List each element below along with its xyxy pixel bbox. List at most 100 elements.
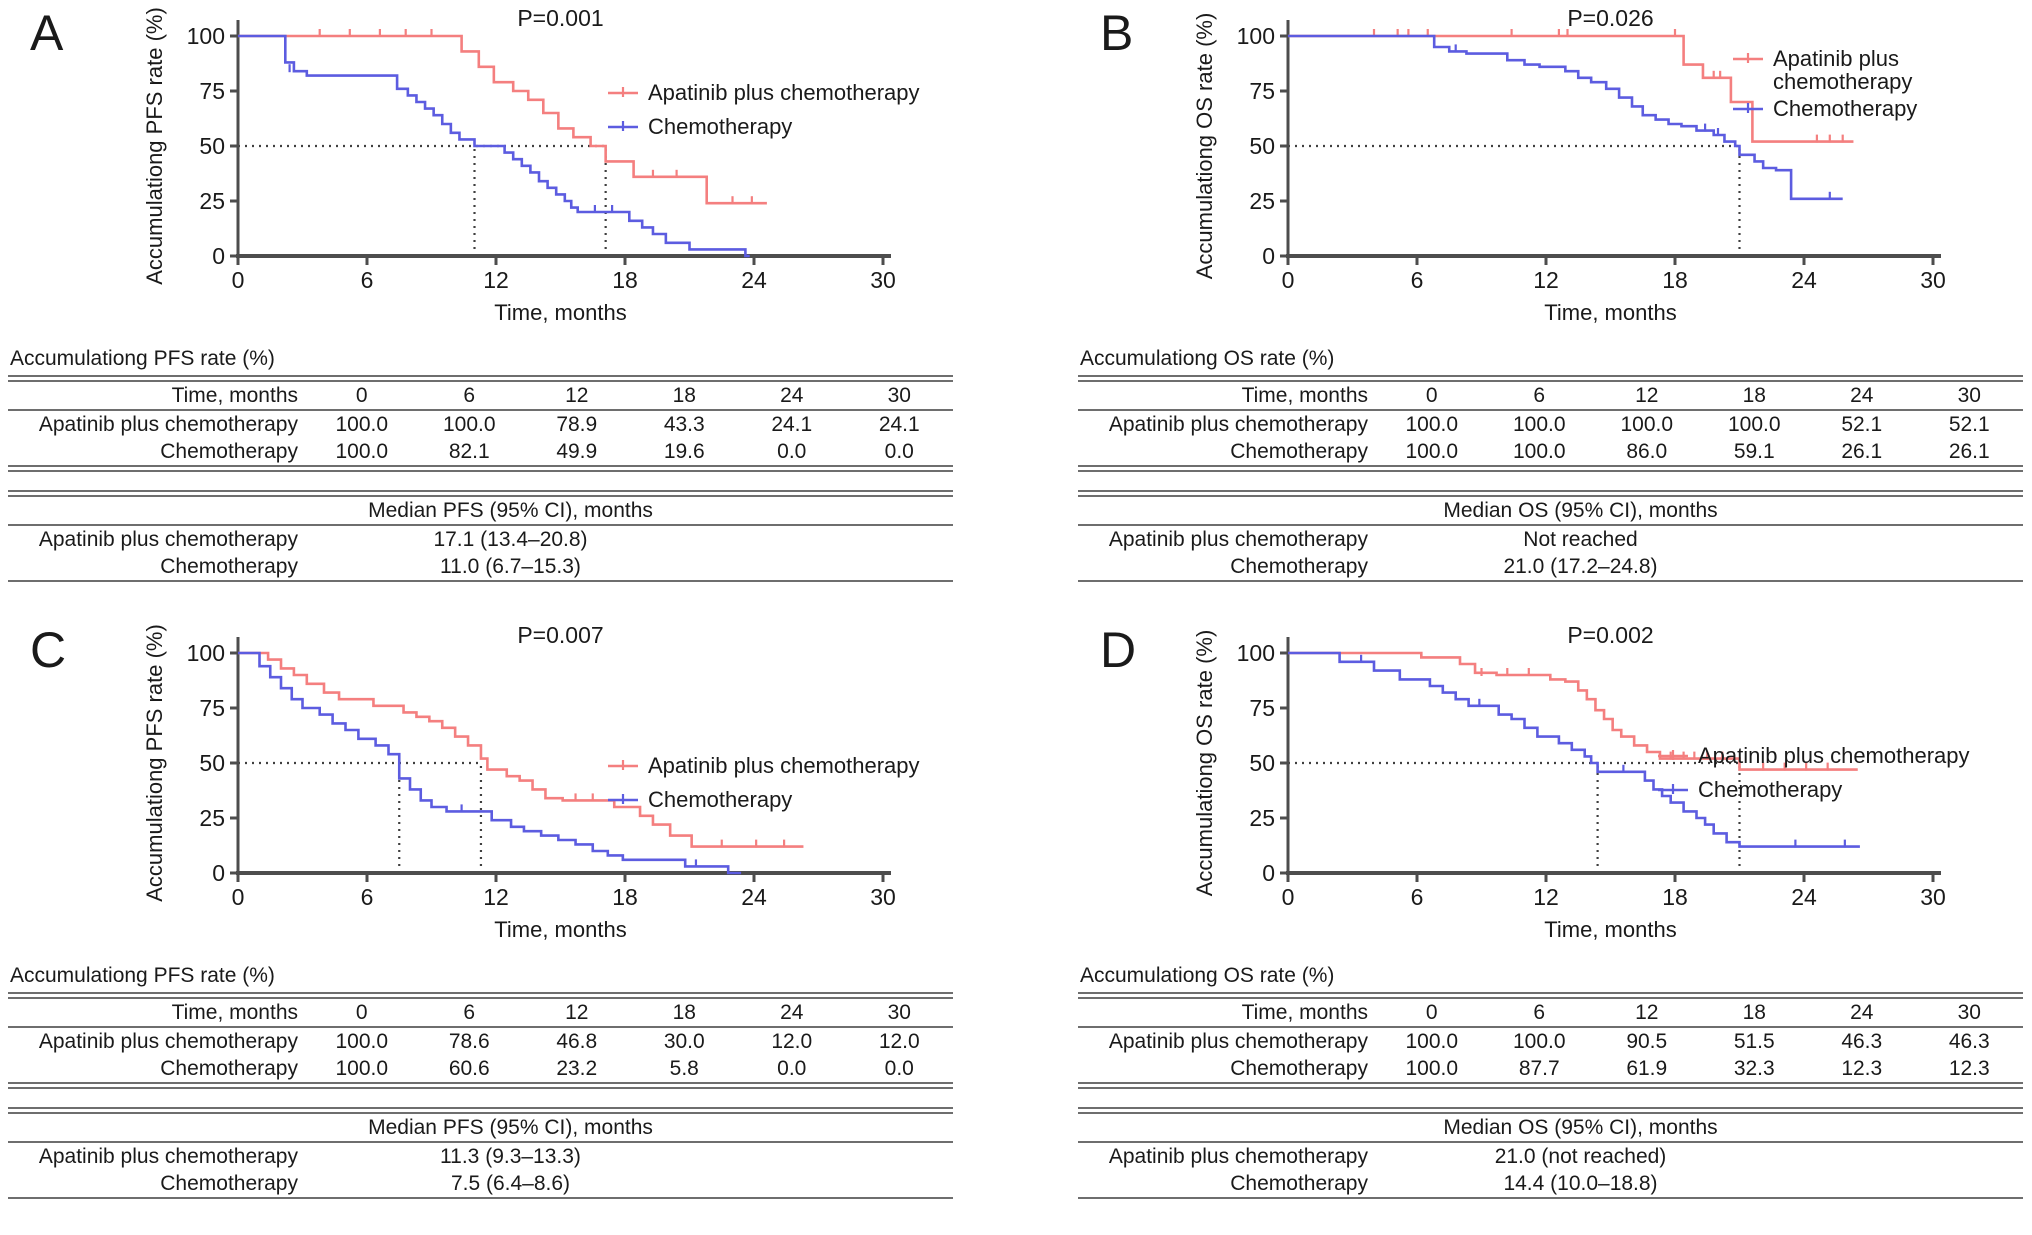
rate-value: 78.6 [448, 1030, 490, 1053]
median-header-row: Median OS (95% CI), months [1078, 1114, 2023, 1141]
time-column-label: 6 [1533, 1001, 1546, 1024]
median-value: 21.0 (not reached) [1494, 1145, 1667, 1168]
legend-label: Apatinib plus chemotherapy [1698, 743, 1970, 768]
median-table-A: Median PFS (95% CI), months Apatinib plu… [8, 490, 953, 582]
rate-value: 61.9 [1626, 1057, 1668, 1080]
rate-value: 5.8 [669, 1057, 699, 1080]
rate-value: 87.7 [1518, 1057, 1560, 1080]
median-table-row: Apatinib plus chemotherapy 17.1 (13.4–20.… [8, 526, 953, 553]
time-column-label: 18 [1742, 384, 1766, 407]
median-table-row: Apatinib plus chemotherapy 21.0 (not reac… [1078, 1143, 2023, 1170]
time-column-label: 30 [887, 384, 911, 407]
panel-B: B 0 6 12 18 24 30 0 25 50 75 100 Time, months Accumu… [1016, 0, 2032, 617]
x-axis-label: Time, months [494, 300, 626, 325]
median-header: Median PFS (95% CI), months [368, 1116, 653, 1139]
table-rule [1078, 1107, 2023, 1114]
y-axis-label: Accumulationg PFS rate (%) [142, 624, 167, 902]
table-rule [8, 1026, 953, 1028]
median-table-row: Chemotherapy 14.4 (10.0–18.8) [1078, 1170, 2023, 1197]
median-table-row: Chemotherapy 7.5 (6.4–8.6) [8, 1170, 953, 1197]
panel-letter: C [30, 622, 68, 678]
series-label: Apatinib plus chemotherapy [38, 1145, 298, 1168]
legend-label: Apatinib plus chemotherapy [648, 80, 920, 105]
km-curve-apatinib [238, 651, 804, 848]
rate-values: 100.0 78.6 46.8 30.0 12.0 12.0 [308, 1028, 953, 1055]
time-column-label: 30 [1957, 1001, 1981, 1024]
table-rule [1078, 409, 2023, 411]
rate-value: 86.0 [1626, 440, 1668, 463]
panel-D: D 0 6 12 18 24 30 0 25 50 75 100 Time, months Accumu… [1016, 617, 2032, 1235]
rate-table-caption: Accumulationg PFS rate (%) [10, 347, 275, 370]
rate-table-row: Chemotherapy 100.0 87.7 61.9 32.3 12.3 12.3 [1078, 1055, 2023, 1082]
table-rule [8, 409, 953, 411]
rate-value: 0.0 [777, 440, 807, 463]
median-value: 21.0 (17.2–24.8) [1503, 555, 1658, 578]
x-tick-label: 12 [1533, 267, 1559, 293]
y-tick-label: 75 [1249, 695, 1275, 721]
y-tick-label: 0 [212, 860, 225, 886]
median-value: 7.5 (6.4–8.6) [450, 1172, 571, 1195]
legend-label: Chemotherapy [1698, 777, 1842, 802]
series-label: Apatinib plus chemotherapy [38, 528, 298, 551]
km-curve-chemotherapy [238, 651, 742, 875]
median-table-body: Apatinib plus chemotherapy Not reached Che… [1078, 526, 2023, 580]
rate-value: 100.0 [1405, 440, 1459, 463]
table-rule [1078, 465, 2023, 472]
rate-values: 100.0 100.0 78.9 43.3 24.1 24.1 [308, 411, 953, 438]
panel-letter: A [30, 5, 65, 61]
p-value: P=0.007 [517, 622, 603, 648]
median-table-row: Apatinib plus chemotherapy 11.3 (9.3–13.3… [8, 1143, 953, 1170]
rate-table-B: Accumulationg OS rate (%) Time, months 0… [1078, 347, 2023, 472]
y-tick-label: 100 [1237, 640, 1275, 666]
rate-value: 100.0 [1512, 1030, 1566, 1053]
rate-value: 78.9 [556, 413, 598, 436]
km-curve-chemotherapy [238, 34, 750, 258]
rate-table-body: Apatinib plus chemotherapy 100.0 100.0 90.5… [1078, 1028, 2023, 1082]
table-rule [8, 524, 953, 526]
rate-value: 46.3 [1948, 1030, 1990, 1053]
table-rule [8, 1082, 953, 1089]
x-tick-label: 30 [1920, 267, 1946, 293]
x-tick-label: 18 [1662, 267, 1688, 293]
median-table-body: Apatinib plus chemotherapy 21.0 (not reac… [1078, 1143, 2023, 1197]
series-label: Chemotherapy [1230, 555, 1368, 578]
table-rule [1078, 580, 2023, 582]
time-column-label: 18 [672, 384, 696, 407]
series-label: Chemotherapy [1230, 1172, 1368, 1195]
rate-value: 60.6 [448, 1057, 490, 1080]
p-value: P=0.002 [1567, 622, 1653, 648]
rate-value: 12.3 [1948, 1057, 1990, 1080]
table-rule [1078, 490, 2023, 497]
rate-value: 82.1 [448, 440, 490, 463]
y-tick-label: 50 [199, 133, 225, 159]
median-value: Not reached [1523, 528, 1638, 551]
median-table-body: Apatinib plus chemotherapy 11.3 (9.3–13.3… [8, 1143, 953, 1197]
rate-table-A: Accumulationg PFS rate (%) Time, months … [8, 347, 953, 472]
km-chart-A: 0 6 12 18 24 30 0 25 50 75 100 Time, months Accumula… [142, 5, 920, 325]
rate-value: 19.6 [663, 440, 705, 463]
y-tick-label: 25 [199, 805, 225, 831]
table-rule [8, 465, 953, 472]
x-tick-label: 6 [1411, 267, 1424, 293]
x-tick-label: 0 [1282, 884, 1295, 910]
time-columns: 0 6 12 18 24 30 [1378, 382, 2023, 409]
median-table-C: Median PFS (95% CI), months Apatinib plu… [8, 1107, 953, 1199]
series-label: Chemotherapy [1230, 440, 1368, 463]
time-column-label: 0 [1425, 384, 1438, 407]
median-table-row: Apatinib plus chemotherapy Not reached [1078, 526, 2023, 553]
x-tick-label: 30 [870, 267, 896, 293]
rate-table-header-row: Time, months 0 6 12 18 24 30 [8, 999, 953, 1026]
x-tick-label: 0 [232, 884, 245, 910]
rate-value: 26.1 [1948, 440, 1990, 463]
x-tick-label: 6 [361, 884, 374, 910]
rate-value: 100.0 [1405, 1057, 1459, 1080]
table-rule [8, 1107, 953, 1114]
x-tick-label: 30 [870, 884, 896, 910]
x-tick-label: 6 [1411, 884, 1424, 910]
rate-value: 0.0 [777, 1057, 807, 1080]
legend-label: chemotherapy [1773, 69, 1912, 94]
median-table-row: Chemotherapy 11.0 (6.7–15.3) [8, 553, 953, 580]
y-tick-label: 25 [1249, 805, 1275, 831]
rate-table-header-row: Time, months 0 6 12 18 24 30 [8, 382, 953, 409]
median-value: 11.3 (9.3–13.3) [440, 1145, 581, 1168]
